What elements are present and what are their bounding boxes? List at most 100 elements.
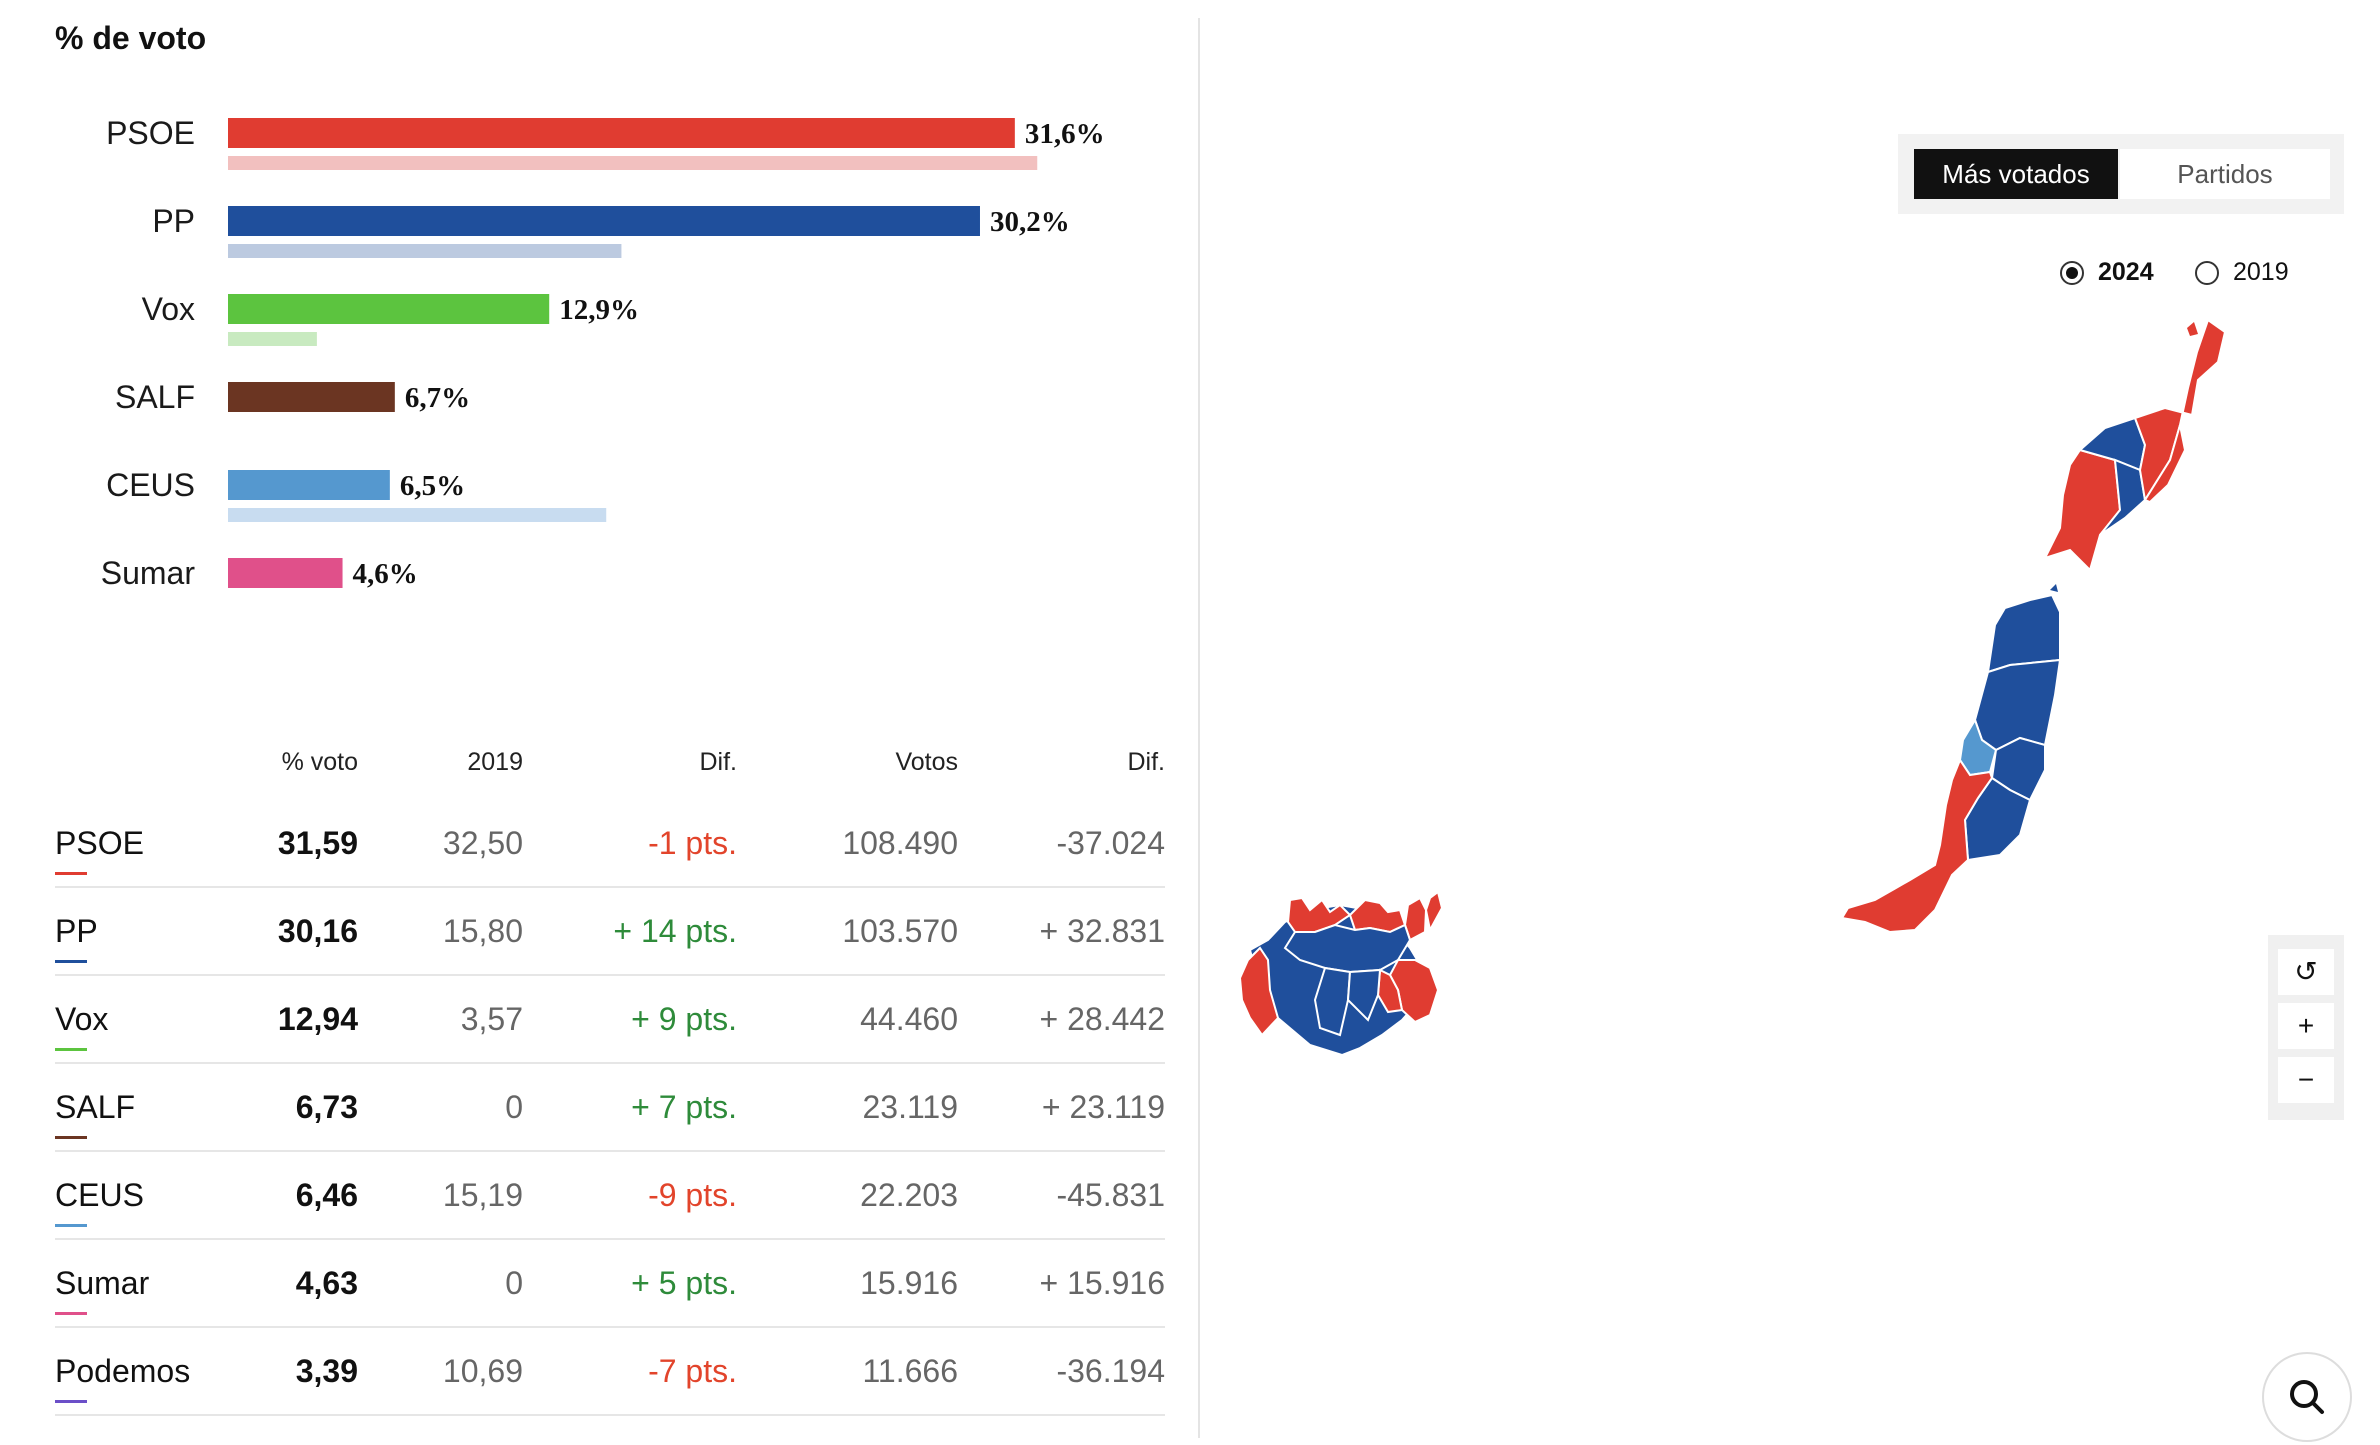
party-name: Vox bbox=[55, 1001, 109, 1037]
pct-diff: + 14 pts. bbox=[613, 913, 737, 949]
votes-diff: -36.194 bbox=[1056, 1353, 1165, 1389]
pct-value: 4,63 bbox=[295, 1265, 358, 1301]
radio-unselected-icon bbox=[2195, 261, 2219, 286]
pct-value: 31,59 bbox=[277, 825, 358, 861]
party-name: PP bbox=[55, 913, 98, 949]
party-name: SALF bbox=[55, 1089, 136, 1125]
table-row: Sumar 4,63 0 + 5 pts. 15.916 + 15.916 bbox=[55, 1240, 1165, 1328]
table-row: PSOE 31,59 32,50 -1 pts. 108.490 -37.024 bbox=[55, 800, 1165, 888]
bar-2024 bbox=[228, 558, 343, 588]
party-name: CEUS bbox=[55, 1177, 144, 1213]
municipality-lz-south-east[interactable] bbox=[2143, 424, 2187, 504]
islet-lobos bbox=[2050, 584, 2058, 592]
municipality-fv-south-west[interactable] bbox=[1840, 757, 1994, 934]
party-color-marker bbox=[55, 960, 87, 963]
radio-2024-label: 2024 bbox=[2098, 258, 2154, 286]
party-color-marker bbox=[55, 1136, 87, 1139]
bar-2019 bbox=[228, 332, 317, 346]
bar-category-label: CEUS bbox=[106, 467, 195, 503]
bar-2024 bbox=[228, 382, 395, 412]
bar-2019 bbox=[228, 244, 622, 258]
island-gran-canaria bbox=[1238, 890, 1444, 1057]
tab-partidos[interactable]: Partidos bbox=[2120, 149, 2330, 199]
radio-2019-label: 2019 bbox=[2233, 258, 2289, 286]
radio-selected-icon bbox=[2060, 261, 2084, 286]
municipality-gc-centre[interactable] bbox=[1283, 923, 1412, 974]
pct-value: 6,46 bbox=[295, 1177, 358, 1213]
pct-diff: -7 pts. bbox=[648, 1353, 737, 1389]
pct-diff: + 9 pts. bbox=[631, 1001, 737, 1037]
votes-value: 44.460 bbox=[860, 1001, 958, 1037]
radio-2024[interactable]: 2024 bbox=[2060, 258, 2154, 287]
pct-value: 3,39 bbox=[295, 1353, 358, 1389]
municipality-gc-west[interactable] bbox=[1238, 946, 1280, 1037]
pct-diff: -9 pts. bbox=[648, 1177, 737, 1213]
table-row: CEUS 6,46 15,19 -9 pts. 22.203 -45.831 bbox=[55, 1152, 1165, 1240]
municipality-gc-peninsula[interactable] bbox=[1424, 890, 1444, 933]
party-color-marker bbox=[55, 1224, 87, 1227]
bar-2019 bbox=[228, 156, 1038, 170]
votes-value: 23.119 bbox=[862, 1089, 959, 1125]
votes-value: 103.570 bbox=[842, 913, 958, 949]
votes-diff: + 32.831 bbox=[1039, 913, 1165, 949]
radio-2019[interactable]: 2019 bbox=[2195, 258, 2289, 287]
bar-value-label: 12,9% bbox=[559, 294, 639, 326]
prev-value: 10,69 bbox=[442, 1353, 523, 1389]
prev-value: 32,50 bbox=[442, 825, 523, 861]
party-color-marker bbox=[55, 1048, 87, 1051]
table-row: SALF 6,73 0 + 7 pts. 23.119 + 23.119 bbox=[55, 1064, 1165, 1152]
table-row: PP 30,16 15,80 + 14 pts. 103.570 + 32.831 bbox=[55, 888, 1165, 976]
bar-category-label: Vox bbox=[142, 291, 195, 327]
votes-diff: + 15.916 bbox=[1039, 1265, 1165, 1301]
bar-2024 bbox=[228, 294, 550, 324]
zoom-out-button[interactable]: − bbox=[2278, 1057, 2334, 1103]
pct-diff: + 5 pts. bbox=[631, 1265, 737, 1301]
header-dif: Dif. bbox=[699, 748, 738, 776]
party-color-marker bbox=[55, 1400, 87, 1403]
municipality-gc-inner-2[interactable] bbox=[1346, 968, 1382, 1022]
bar-category-label: Sumar bbox=[101, 555, 196, 591]
municipality-gc-north[interactable] bbox=[1348, 898, 1407, 934]
party-name: Podemos bbox=[55, 1353, 191, 1389]
municipality-lz-west[interactable] bbox=[2043, 448, 2122, 572]
votes-diff: -45.831 bbox=[1056, 1177, 1165, 1213]
header-pct: % voto bbox=[281, 748, 358, 776]
search-button[interactable] bbox=[2262, 1352, 2352, 1442]
table-row: Podemos 3,39 10,69 -7 pts. 11.666 -36.194 bbox=[55, 1328, 1165, 1416]
results-table: % voto 2019 Dif. Votos Dif. PSOE 31,59 32,… bbox=[55, 730, 1165, 1416]
bar-category-label: SALF bbox=[115, 379, 195, 415]
zoom-in-button[interactable]: + bbox=[2278, 1003, 2334, 1049]
tab-mas-votados[interactable]: Más votados bbox=[1914, 149, 2118, 199]
pct-diff: + 7 pts. bbox=[631, 1089, 737, 1125]
municipality-lz-east[interactable] bbox=[2133, 318, 2227, 503]
header-votes: Votos bbox=[895, 748, 958, 776]
map-mode-toggle: Más votados Partidos bbox=[1898, 134, 2344, 214]
municipality-fv-centre[interactable] bbox=[1973, 658, 2062, 752]
party-name: PSOE bbox=[55, 825, 144, 861]
reset-view-button[interactable]: ↺ bbox=[2278, 949, 2334, 995]
island-fuerteventura bbox=[1840, 584, 2062, 934]
bar-2024 bbox=[228, 118, 1015, 148]
party-color-marker bbox=[55, 1312, 87, 1315]
votes-value: 11.666 bbox=[862, 1353, 959, 1389]
islet-north bbox=[2187, 322, 2198, 336]
votes-value: 22.203 bbox=[860, 1177, 958, 1213]
table-row: Vox 12,94 3,57 + 9 pts. 44.460 + 28.442 bbox=[55, 976, 1165, 1064]
island-lanzarote bbox=[2043, 318, 2227, 572]
vote-share-bar-chart: PSOE 31,6% PP 30,2% Vox 12,9% SALF 6,7% CEUS 6,5%… bbox=[101, 115, 1105, 591]
bar-value-label: 31,6% bbox=[1025, 118, 1105, 150]
votes-value: 108.490 bbox=[842, 825, 958, 861]
header-2019: 2019 bbox=[467, 748, 523, 776]
bar-2024 bbox=[228, 470, 390, 500]
votes-diff: -37.024 bbox=[1056, 825, 1165, 861]
las-palmas-municipal-map[interactable] bbox=[1230, 300, 2240, 1140]
header-votes-dif: Dif. bbox=[1127, 748, 1166, 776]
bar-category-label: PSOE bbox=[106, 115, 195, 151]
bar-value-label: 6,5% bbox=[400, 470, 465, 502]
search-icon bbox=[2290, 1380, 2324, 1414]
bar-category-label: PP bbox=[152, 203, 195, 239]
prev-value: 0 bbox=[505, 1265, 523, 1301]
chart-title: % de voto bbox=[55, 20, 207, 56]
prev-value: 15,19 bbox=[442, 1177, 523, 1213]
votes-diff: + 23.119 bbox=[1041, 1089, 1165, 1125]
